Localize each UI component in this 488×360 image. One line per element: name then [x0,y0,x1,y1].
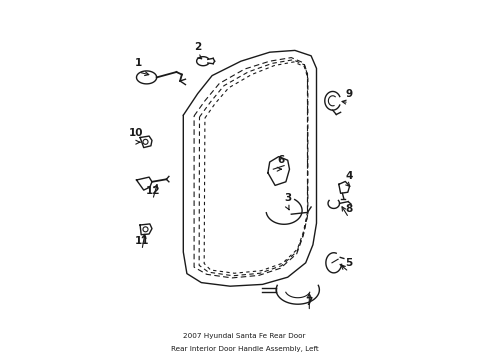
Polygon shape [140,224,152,235]
Text: 12: 12 [145,186,160,196]
Text: 3: 3 [284,193,291,203]
Text: 2: 2 [194,42,201,52]
Text: 10: 10 [129,128,143,138]
Text: 5: 5 [345,258,352,268]
Text: 6: 6 [276,155,284,165]
Text: Rear Interior Door Handle Assembly, Left: Rear Interior Door Handle Assembly, Left [170,346,318,352]
Text: 8: 8 [345,204,352,214]
Polygon shape [140,136,152,148]
Text: 9: 9 [345,89,352,99]
Polygon shape [267,157,289,185]
Text: 1: 1 [134,58,142,68]
Polygon shape [136,177,152,190]
Polygon shape [338,181,349,193]
Text: 2007 Hyundai Santa Fe Rear Door: 2007 Hyundai Santa Fe Rear Door [183,333,305,338]
Text: 4: 4 [345,171,352,181]
Text: 11: 11 [134,236,149,246]
Text: 7: 7 [305,297,312,307]
